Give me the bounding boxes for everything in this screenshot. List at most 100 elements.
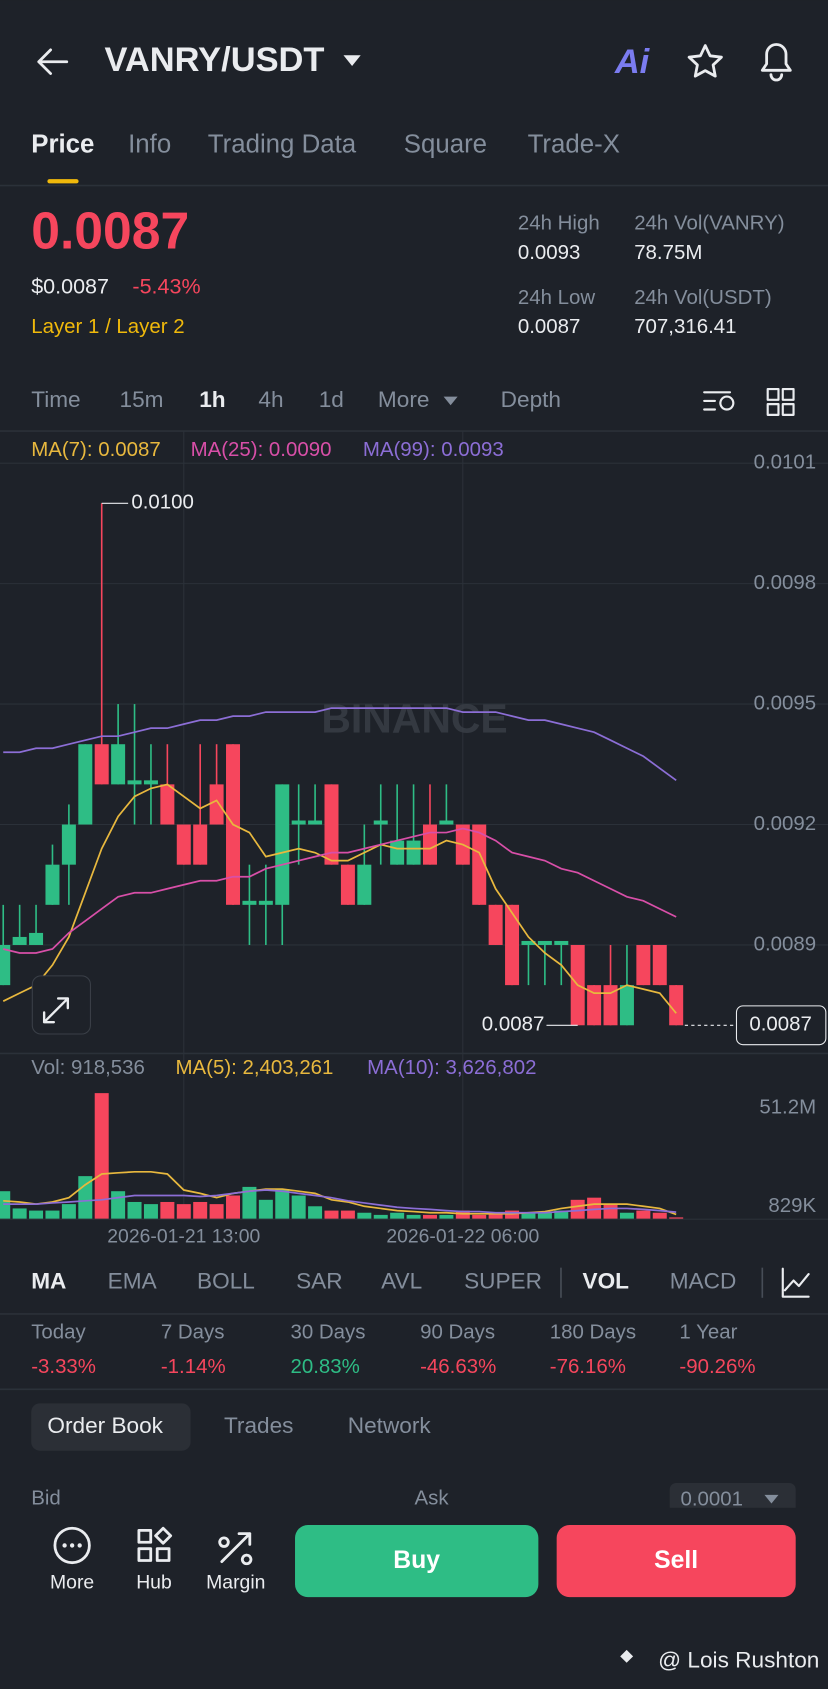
candle-body: [636, 944, 651, 986]
indicator-option[interactable]: AVL: [381, 1269, 422, 1294]
indicator-option[interactable]: MA: [31, 1269, 66, 1294]
y-tick-label: 0.0095: [754, 691, 817, 714]
interval-option[interactable]: 4h: [258, 387, 283, 412]
candle-body: [0, 944, 11, 986]
volume-bar: [636, 1210, 651, 1220]
volume-bar: [226, 1195, 241, 1220]
candle-body: [554, 940, 569, 945]
volume-bar: [127, 1201, 142, 1220]
bottom-nav-label[interactable]: Hub: [136, 1571, 172, 1593]
back-button[interactable]: [37, 48, 69, 75]
dropdown-arrow: [443, 396, 458, 406]
candle-body: [143, 780, 158, 785]
legend-entry: MA(7): 0.0087: [31, 438, 161, 461]
fullscreen-icon: [42, 997, 70, 1024]
bottom-nav-label[interactable]: More: [50, 1571, 94, 1593]
candle-body: [127, 780, 142, 785]
volume-bar: [12, 1208, 27, 1220]
interval-option[interactable]: 1h: [199, 387, 225, 412]
x-tick-label: 2026-01-21 13:00: [107, 1226, 260, 1248]
y-tick-label: 0.0089: [754, 932, 817, 955]
layout-button[interactable]: [766, 387, 795, 416]
volume-bar: [291, 1195, 306, 1220]
period-label: 1 Year: [679, 1321, 737, 1344]
active-tab-background: [31, 1403, 191, 1451]
tab[interactable]: Trading Data: [208, 131, 357, 159]
candle-body: [390, 840, 405, 865]
candle-body: [619, 985, 634, 1026]
period-label: 7 Days: [161, 1321, 225, 1344]
candle-body: [357, 864, 372, 905]
watermark: @ Lois Rushton: [658, 1648, 819, 1673]
pair-title[interactable]: VANRY/USDT: [104, 41, 324, 79]
candle-body: [488, 904, 503, 945]
legend-entry: MA(99): 0.0093: [363, 438, 504, 461]
volume-bar: [209, 1204, 224, 1220]
candle-body: [193, 824, 208, 865]
chart-type-button[interactable]: [781, 1267, 810, 1298]
indicator-option[interactable]: SUPER: [464, 1269, 542, 1294]
volume-bar: [570, 1199, 585, 1220]
interval-option[interactable]: Time: [31, 387, 80, 412]
chart-settings-button[interactable]: [703, 391, 735, 411]
candle-body: [521, 940, 536, 945]
tab[interactable]: Info: [128, 131, 171, 159]
indicator-option[interactable]: SAR: [296, 1269, 343, 1294]
sell-button[interactable]: [556, 1524, 796, 1598]
bottom-nav-label[interactable]: Margin: [206, 1571, 265, 1593]
order-book-tab[interactable]: Order Book: [47, 1413, 163, 1438]
period-label: Today: [31, 1321, 86, 1344]
volume-bar: [554, 1210, 569, 1220]
buy-button[interactable]: [295, 1524, 539, 1598]
candle-body: [505, 904, 520, 986]
legend-entry: MA(5): 2,403,261: [176, 1056, 334, 1079]
indicator-option[interactable]: VOL: [583, 1269, 630, 1294]
period-label: 180 Days: [550, 1321, 636, 1344]
volume-bar: [111, 1191, 126, 1220]
legend-entry: MA(25): 0.0090: [191, 438, 332, 461]
volume-bar: [357, 1212, 372, 1220]
indicator-option[interactable]: MACD: [670, 1269, 737, 1294]
margin-icon: [218, 1532, 253, 1566]
ma-line: [3, 707, 677, 782]
sector-tag[interactable]: Layer 1 / Layer 2: [31, 315, 184, 338]
y-tick-label: 51.2M: [759, 1096, 816, 1119]
step-value[interactable]: 0.0001: [680, 1488, 743, 1511]
interval-option[interactable]: More: [378, 387, 430, 412]
pair-dropdown[interactable]: [343, 55, 361, 67]
order-book-tab[interactable]: Trades: [224, 1413, 294, 1438]
indicator-option[interactable]: BOLL: [197, 1269, 255, 1294]
stat-value: 707,316.41: [634, 315, 736, 338]
ma-line: [3, 827, 677, 954]
y-tick-label: 0.0101: [754, 451, 817, 474]
tab[interactable]: Trade-X: [528, 131, 620, 159]
volume-bar: [669, 1217, 684, 1220]
volume-bar: [29, 1210, 44, 1220]
volume-ma-line: [3, 1189, 677, 1214]
tab[interactable]: Square: [404, 131, 487, 159]
y-tick-label: 0.0098: [754, 571, 817, 594]
ai-badge[interactable]: Ai: [614, 43, 651, 81]
interval-option[interactable]: 1d: [319, 387, 344, 412]
order-book-tab[interactable]: Network: [348, 1413, 432, 1438]
interval-option[interactable]: Depth: [501, 387, 561, 412]
candle-body: [422, 824, 437, 865]
favorite-button[interactable]: [687, 44, 723, 78]
indicator-option[interactable]: EMA: [108, 1269, 158, 1294]
period-change: 20.83%: [290, 1355, 359, 1378]
stat-label: 24h Vol(VANRY): [634, 212, 784, 235]
volume-bar: [505, 1210, 520, 1220]
alert-button[interactable]: [760, 43, 792, 82]
candle-body: [12, 936, 27, 945]
candle-body: [258, 900, 273, 905]
tab[interactable]: Price: [31, 131, 94, 159]
y-tick-label: 829K: [768, 1194, 816, 1217]
volume-bar: [488, 1212, 503, 1220]
period-change: -76.16%: [550, 1355, 626, 1378]
interval-option[interactable]: 15m: [120, 387, 164, 412]
volume-bar: [422, 1214, 437, 1220]
bid-header: Bid: [31, 1487, 61, 1510]
period-change: -46.63%: [420, 1355, 496, 1378]
volume-bar: [439, 1214, 454, 1220]
